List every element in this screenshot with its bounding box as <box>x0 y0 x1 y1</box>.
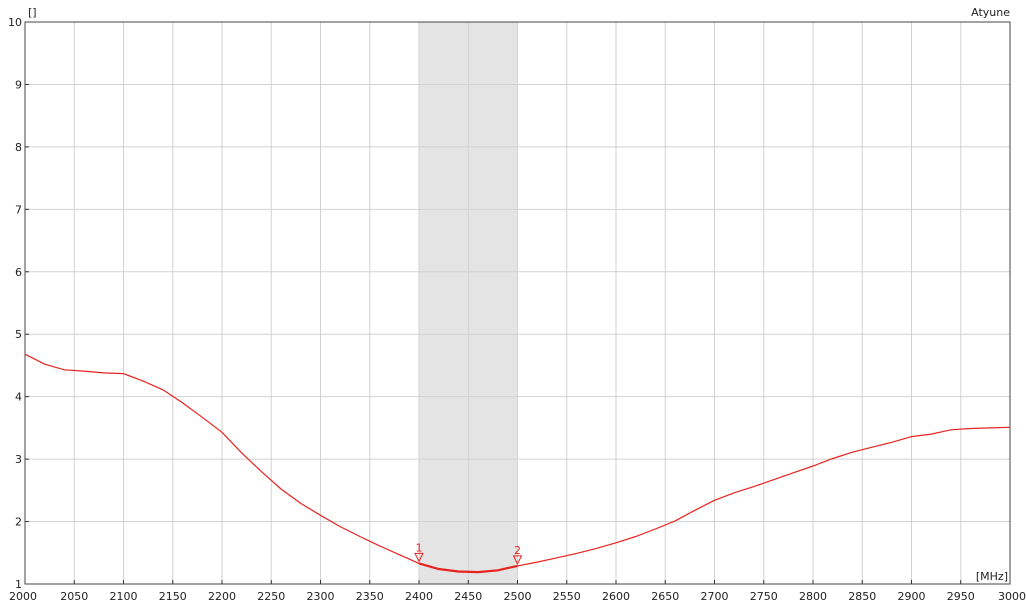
series-name-label: Atyune <box>971 6 1010 19</box>
x-tick-label: 2000 <box>9 590 37 603</box>
x-tick-label: 2850 <box>848 590 876 603</box>
x-axis-unit-label: [MHz] <box>976 570 1008 583</box>
grid-layer <box>25 22 1010 584</box>
x-tick-label: 2200 <box>208 590 236 603</box>
x-tick-label: 2650 <box>651 590 679 603</box>
y-tick-label: 2 <box>15 516 22 529</box>
x-tick-label: 2500 <box>504 590 532 603</box>
axis-layer: 2000 2050 2100 2150 2200 2250 2300 2350 2400 2450… <box>8 16 1026 603</box>
y-tick-label: 5 <box>15 328 22 341</box>
x-tick-label: 2150 <box>159 590 187 603</box>
marker-triangle <box>414 552 424 563</box>
x-tick-label: 2100 <box>110 590 138 603</box>
x-tick-label: 2750 <box>750 590 778 603</box>
x-tick-label: 2900 <box>898 590 926 603</box>
x-tick-label: 2400 <box>405 590 433 603</box>
x-tick-label: 2350 <box>356 590 384 603</box>
x-tick-label: 2800 <box>799 590 827 603</box>
y-tick-label: 1 <box>15 578 22 591</box>
x-tick-label: 2950 <box>947 590 975 603</box>
y-tick-label: 3 <box>15 453 22 466</box>
x-tick-label: 2050 <box>60 590 88 603</box>
x-tick-label: 2250 <box>257 590 285 603</box>
y-tick-label: 8 <box>15 141 22 154</box>
x-tick-label: 3000 <box>998 590 1026 603</box>
plot-frame <box>24 21 1011 585</box>
y-tick-label: 4 <box>15 391 22 404</box>
x-tick-label: 2450 <box>454 590 482 603</box>
x-tick-label: 2300 <box>307 590 335 603</box>
label-layer: [] [MHz] Atyune <box>28 6 1010 583</box>
y-tick-label: 9 <box>15 78 22 91</box>
x-tick-label: 2600 <box>602 590 630 603</box>
series-layer <box>24 353 1011 574</box>
x-tick-label: 2700 <box>701 590 729 603</box>
y-tick-label: 10 <box>8 16 22 29</box>
marker-triangle <box>512 555 523 566</box>
series-band-segment <box>418 562 518 574</box>
x-tick-label: 2550 <box>553 590 581 603</box>
marker-label: 1 <box>416 541 423 554</box>
y-axis-unit-label: [] <box>28 6 37 19</box>
marker-label: 2 <box>514 544 521 557</box>
y-tick-label: 6 <box>15 266 22 279</box>
y-tick-label: 7 <box>15 203 22 216</box>
